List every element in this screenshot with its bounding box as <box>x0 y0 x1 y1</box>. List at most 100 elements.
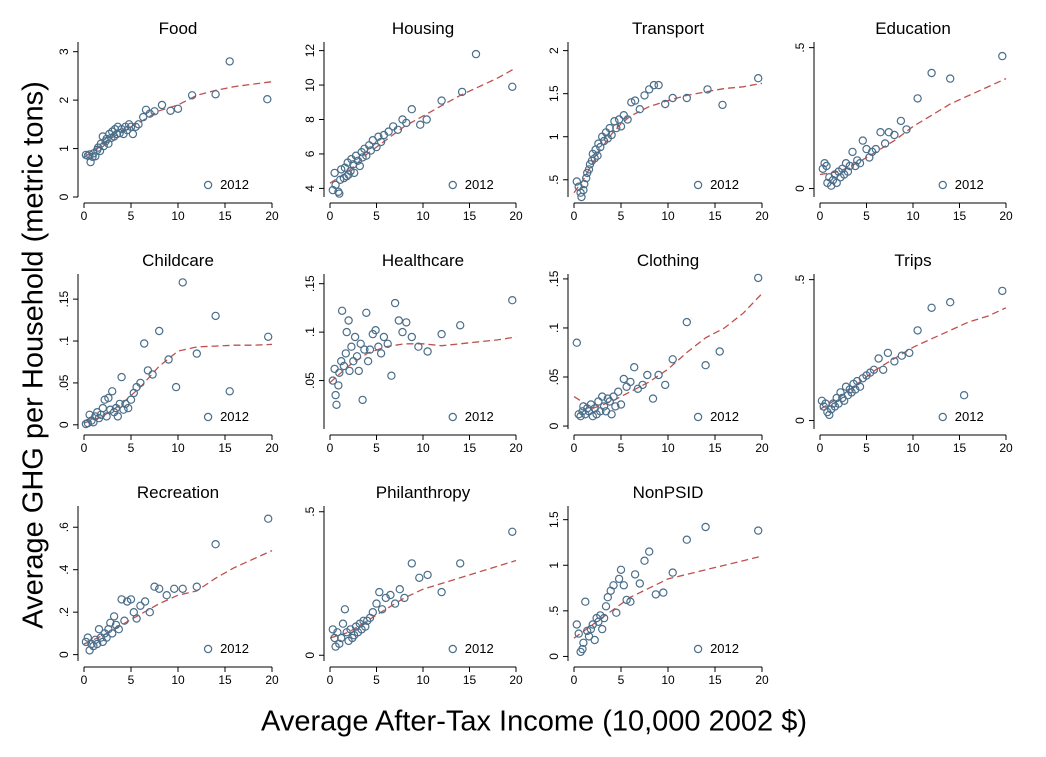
panel-childcare: Childcare 0 5 10 15 20 0 .05 .1 .15 2012 <box>57 251 279 455</box>
data-point <box>354 366 363 376</box>
y-tick-label: 12 <box>303 44 317 58</box>
data-point <box>832 393 841 403</box>
panel-title-philanthropy: Philanthropy <box>376 483 471 502</box>
data-point <box>335 639 344 649</box>
data-point <box>192 349 201 358</box>
x-tick-label: 10 <box>171 673 185 687</box>
data-point <box>119 405 128 414</box>
data-point <box>102 412 111 421</box>
legend-marker <box>448 412 457 422</box>
data-point <box>701 522 710 532</box>
data-point <box>363 357 373 366</box>
data-point <box>171 382 181 392</box>
data-point <box>659 588 668 597</box>
data-point <box>869 365 879 374</box>
data-point <box>471 49 481 59</box>
data-point <box>173 104 183 114</box>
data-point <box>330 364 339 374</box>
x-tick-label: 5 <box>618 441 625 455</box>
data-point <box>422 115 431 124</box>
x-tick-label: 10 <box>416 209 430 223</box>
data-point <box>596 142 605 152</box>
data-point <box>890 357 899 366</box>
data-point <box>623 115 632 124</box>
data-point <box>668 568 677 577</box>
data-point <box>331 180 340 190</box>
x-tick-label: 20 <box>509 209 523 223</box>
fit-line <box>329 559 517 639</box>
data-point <box>626 597 635 606</box>
data-point <box>350 332 360 342</box>
data-point <box>437 587 446 597</box>
data-point <box>225 387 234 396</box>
data-point <box>959 391 969 400</box>
legend-marker <box>938 412 947 422</box>
data-point <box>375 587 384 597</box>
data-point <box>883 348 893 358</box>
x-tick-label: 0 <box>327 209 334 223</box>
data-point <box>572 620 582 629</box>
data-point <box>871 144 881 154</box>
fit-line <box>83 343 273 424</box>
data-point <box>341 349 350 358</box>
data-point <box>638 380 647 390</box>
data-point <box>913 94 922 103</box>
data-point <box>648 394 658 403</box>
data-point <box>192 582 201 591</box>
x-tick-label: 10 <box>171 209 185 223</box>
data-point <box>574 629 583 638</box>
data-point <box>880 139 890 148</box>
panel-housing: Housing 0 5 10 15 20 4 6 8 10 12 2012 <box>303 19 523 223</box>
data-point <box>661 99 670 109</box>
data-point <box>614 574 624 584</box>
data-point <box>148 370 157 379</box>
data-point <box>330 168 339 178</box>
data-point <box>998 51 1007 61</box>
x-tick-label: 5 <box>373 209 380 223</box>
panel-title-healthcare: Healthcare <box>382 251 464 270</box>
data-point <box>81 637 91 647</box>
panel-trips: Trips 0 5 10 15 20 0 .5 2012 <box>793 251 1013 455</box>
x-tick-label: 15 <box>218 209 232 223</box>
data-point <box>654 80 663 90</box>
data-point <box>630 570 640 579</box>
data-point <box>635 579 645 588</box>
data-point <box>376 349 386 358</box>
data-point <box>508 296 517 305</box>
data-point <box>169 584 179 594</box>
data-point <box>362 151 371 160</box>
y-tick-label: .1 <box>57 336 71 346</box>
panel-nonpsid: NonPSID 0 5 10 15 20 0 .5 1 1.5 2012 <box>547 483 769 687</box>
legend-label: 2012 <box>220 641 249 656</box>
data-point <box>355 161 364 171</box>
y-tick-label: 1 <box>57 145 71 152</box>
data-point <box>598 624 607 634</box>
data-point <box>154 584 164 594</box>
data-point <box>508 82 517 92</box>
panel-philanthropy: Philanthropy 0 5 10 15 20 0 .5 2012 <box>303 483 523 687</box>
data-point <box>599 613 609 623</box>
data-point <box>166 106 175 116</box>
x-tick-label: 5 <box>373 441 380 455</box>
x-axis-label: Average After-Tax Income (10,000 2002 $) <box>261 705 807 738</box>
x-tick-label: 20 <box>755 209 769 223</box>
fit-line <box>573 82 763 194</box>
data-point <box>99 141 108 151</box>
x-tick-label: 10 <box>661 441 675 455</box>
panel-title-transport: Transport <box>632 19 704 38</box>
y-tick-label: 1.5 <box>547 85 561 102</box>
data-point <box>682 535 692 544</box>
data-point <box>654 370 663 380</box>
data-point <box>874 354 883 363</box>
data-point <box>407 559 416 568</box>
legend-marker <box>693 180 703 190</box>
data-point <box>890 130 899 140</box>
data-point <box>333 628 342 637</box>
data-point <box>649 80 659 90</box>
data-point <box>853 156 862 165</box>
data-point <box>150 107 159 116</box>
data-point <box>352 352 362 361</box>
x-tick-label: 0 <box>817 209 824 223</box>
y-tick-label: 0 <box>793 417 807 424</box>
